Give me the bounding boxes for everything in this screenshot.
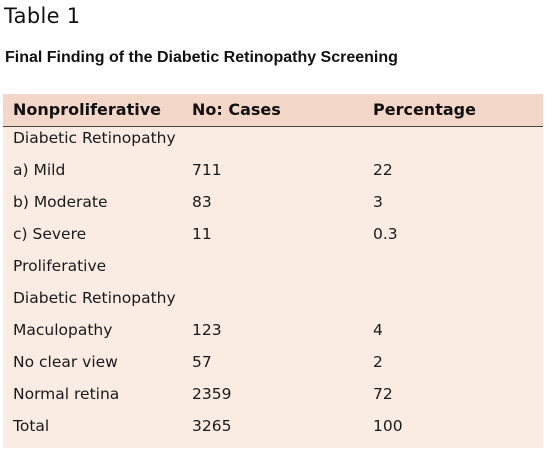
row-percentage: 72 — [373, 385, 393, 403]
data-table: Nonproliferative No: Cases Percentage Di… — [3, 94, 543, 448]
table-header-row: Nonproliferative No: Cases Percentage — [3, 94, 543, 127]
header-percentage: Percentage — [373, 100, 476, 119]
header-no-cases: No: Cases — [192, 100, 281, 119]
row-label: a) Mild — [13, 161, 66, 179]
row-label: Total — [13, 417, 50, 435]
row-percentage: 4 — [373, 321, 383, 339]
row-label: c) Severe — [13, 225, 87, 243]
row-percentage: 2 — [373, 353, 383, 371]
row-percentage: 0.3 — [373, 225, 398, 243]
row-percentage: 100 — [373, 417, 403, 435]
row-cases: 123 — [192, 321, 222, 339]
row-label: b) Moderate — [13, 193, 108, 211]
row-cases: 3265 — [192, 417, 232, 435]
row-cases: 57 — [192, 353, 212, 371]
row-label: Maculopathy — [13, 321, 113, 339]
header-nonproliferative: Nonproliferative — [13, 100, 161, 119]
row-percentage: 3 — [373, 193, 383, 211]
table-caption: Final Finding of the Diabetic Retinopath… — [5, 49, 398, 66]
row-cases: 2359 — [192, 385, 232, 403]
row-label: Diabetic Retinopathy — [13, 129, 176, 147]
table-number-label: Table 1 — [4, 4, 81, 28]
row-label: Normal retina — [13, 385, 120, 403]
row-cases: 83 — [192, 193, 212, 211]
row-label: Diabetic Retinopathy — [13, 289, 176, 307]
row-cases: 11 — [192, 225, 212, 243]
row-percentage: 22 — [373, 161, 393, 179]
row-label: Proliferative — [13, 257, 107, 275]
row-label: No clear view — [13, 353, 118, 371]
row-cases: 711 — [192, 161, 222, 179]
